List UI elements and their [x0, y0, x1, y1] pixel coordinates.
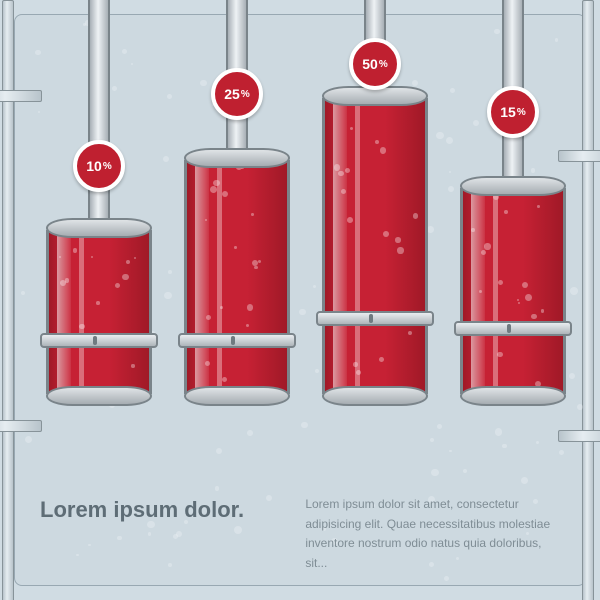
percent-badge: 15% [487, 86, 539, 138]
infographic-frame: 10% 25% 50% 15% Lorem ipsum dolor. Lorem ip… [0, 0, 600, 600]
fluid-tube [460, 176, 566, 406]
paragraph: Lorem ipsum dolor sit amet, consectetur … [305, 495, 560, 574]
fluid-tube [322, 86, 428, 406]
percent-badge: 25% [211, 68, 263, 120]
percent-badge: 10% [73, 140, 125, 192]
footer-text: Lorem ipsum dolor. Lorem ipsum dolor sit… [40, 495, 560, 574]
heading: Lorem ipsum dolor. [40, 495, 265, 574]
fluid-tube [46, 218, 152, 406]
percent-badge: 50% [349, 38, 401, 90]
fluid-tube [184, 148, 290, 406]
